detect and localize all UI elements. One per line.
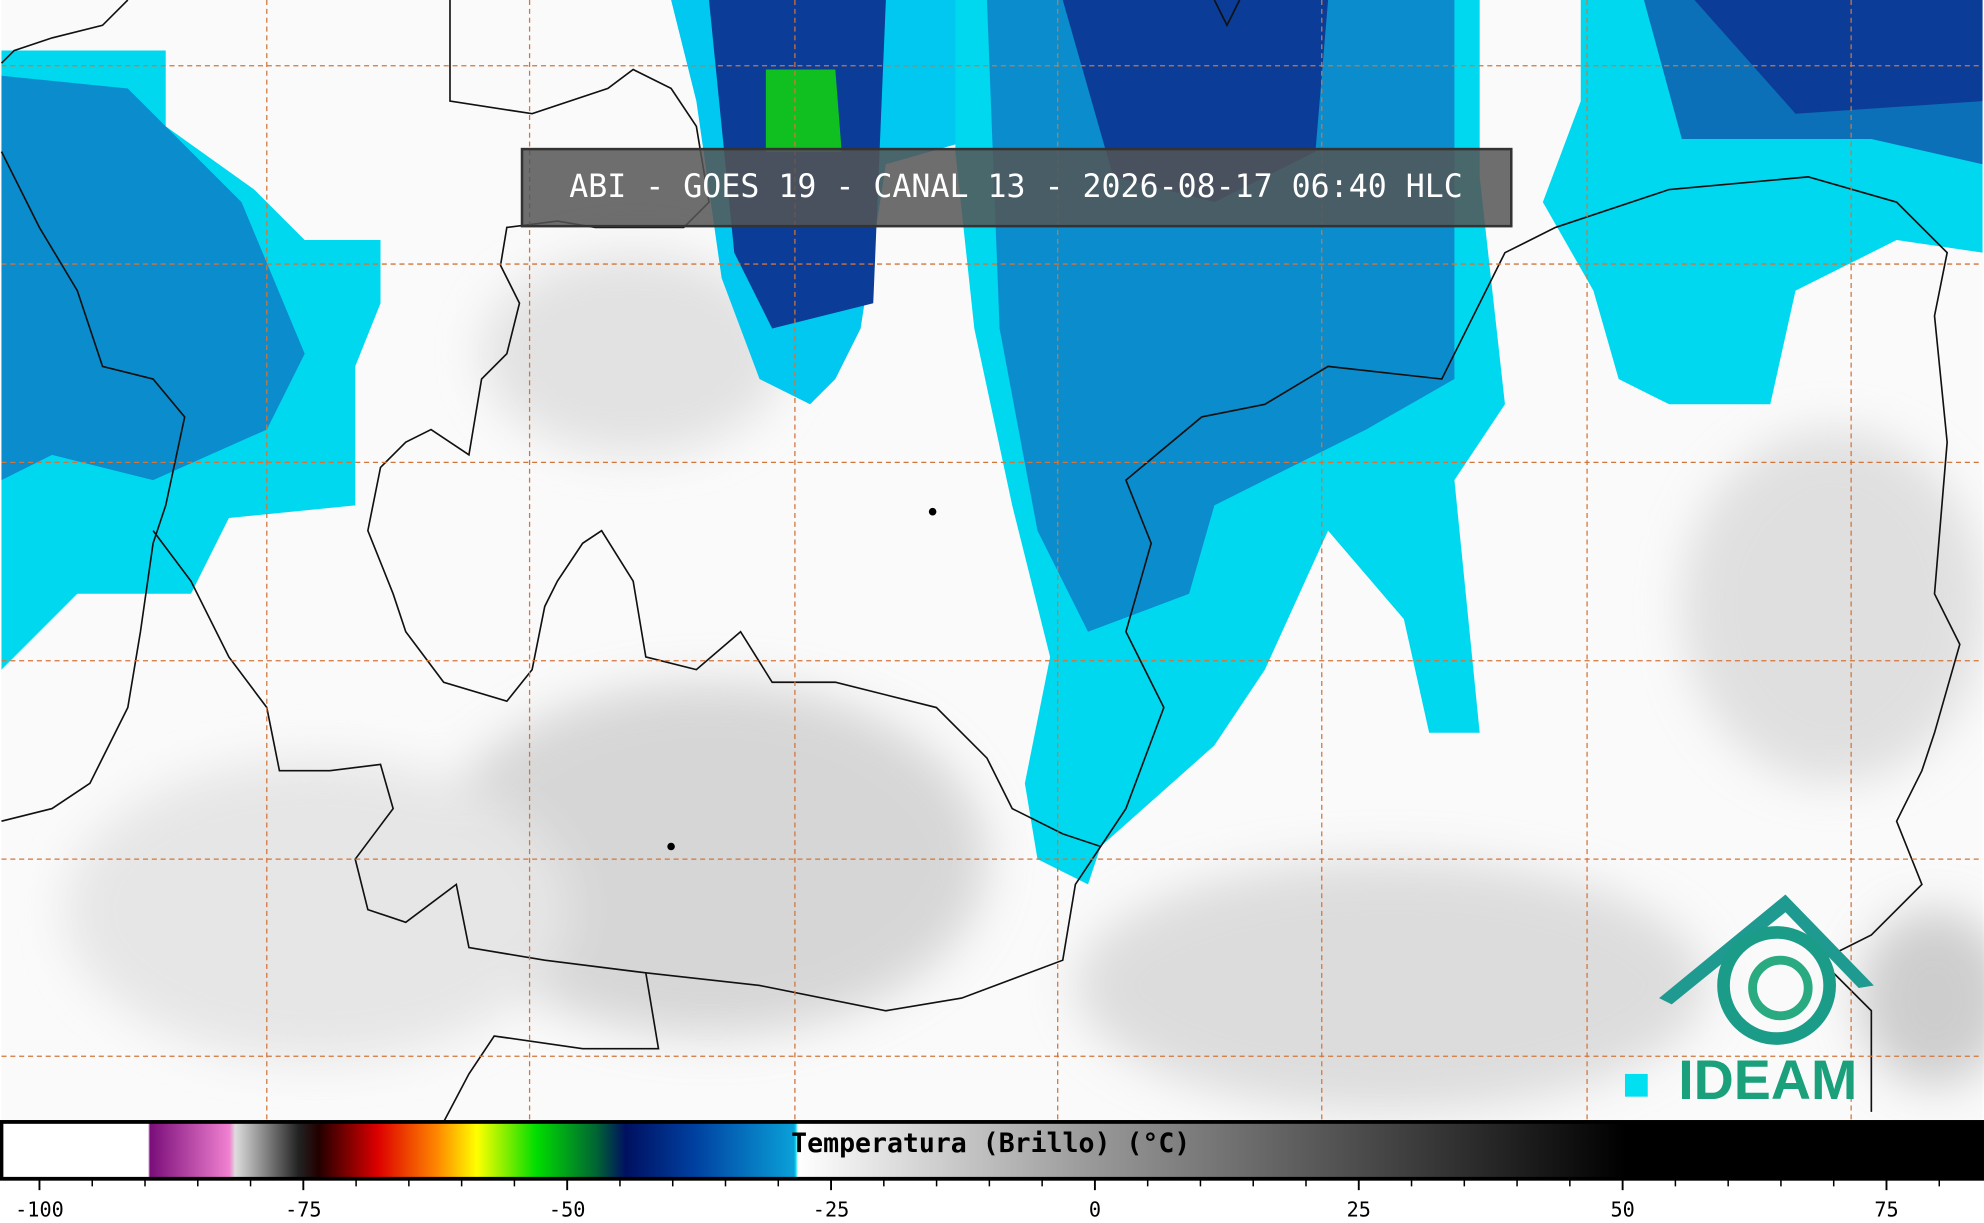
colorbar	[0, 1120, 1984, 1181]
tick-label: -75	[285, 1198, 322, 1222]
tick-label: 75	[1874, 1198, 1898, 1222]
logo-text: IDEAM	[1678, 1049, 1857, 1111]
title: ABI - GOES 19 - CANAL 13 - 2026-08-17 06…	[569, 169, 1463, 205]
tick-label: 0	[1089, 1198, 1101, 1222]
tick-label: -100	[15, 1198, 64, 1222]
tick-label: -25	[813, 1198, 849, 1222]
borders	[0, 0, 1961, 1123]
city-marker	[928, 507, 937, 516]
tick-label: 50	[1610, 1198, 1634, 1222]
graticule	[1, 0, 1983, 1122]
tick-label: 25	[1347, 1198, 1371, 1222]
logo: IDEAM	[1624, 894, 1874, 1111]
colorbar-label: Temperatura (Brillo) (°C)	[791, 1128, 1190, 1159]
tick-label: -50	[549, 1198, 586, 1222]
city-marker	[667, 842, 675, 851]
colorbar-axis: -100 -75 -50 -25 0 25 50 75	[15, 1178, 1941, 1222]
title-box	[520, 147, 1513, 228]
